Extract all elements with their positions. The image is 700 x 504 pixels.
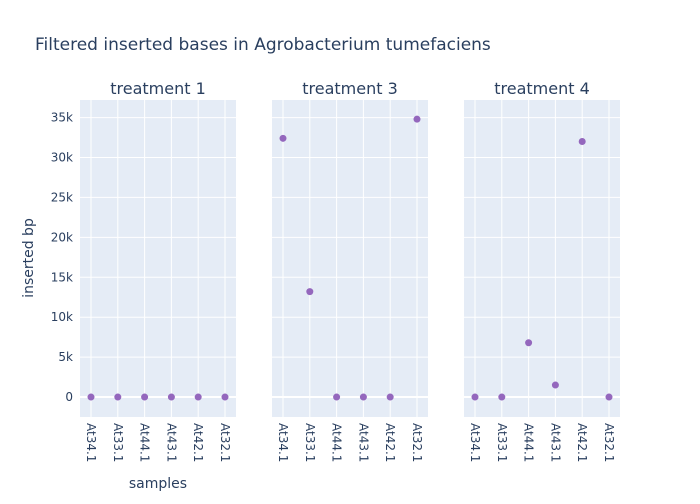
data-point: [578, 138, 586, 146]
data-point: [194, 393, 202, 401]
data-point: [413, 115, 421, 123]
chart-title: Filtered inserted bases in Agrobacterium…: [35, 35, 491, 55]
data-point: [221, 393, 229, 401]
x-tick-label: At42.1: [383, 423, 397, 462]
x-axis-label: samples: [129, 476, 187, 492]
data-point: [279, 134, 287, 142]
y-tick-label: 5k: [58, 350, 73, 364]
x-tick-label: At43.1: [164, 423, 178, 462]
x-tick-label: At44.1: [522, 423, 536, 462]
data-point: [386, 393, 394, 401]
panels-layer: treatment 1 At34.1 At33.1 At44.1 At43.1 At42.…: [51, 79, 620, 462]
y-tick-label: 20k: [51, 230, 73, 244]
data-point: [87, 393, 95, 401]
x-tick-label: At44.1: [330, 423, 344, 462]
panel-1: treatment 1 At34.1 At33.1 At44.1 At43.1 At42.…: [80, 79, 236, 462]
data-point: [167, 393, 175, 401]
data-point: [605, 393, 613, 401]
x-tick-label: At43.1: [356, 423, 370, 462]
data-point: [333, 393, 341, 401]
y-axis-label: inserted bp: [21, 218, 37, 298]
x-tick-label: At44.1: [138, 423, 152, 462]
plot-background: [80, 100, 236, 417]
plot-background: [464, 100, 620, 417]
y-tick-label: 0: [65, 390, 73, 404]
y-tick-label: 10k: [51, 310, 73, 324]
y-tick-label: 25k: [51, 190, 73, 204]
panel-title: treatment 3: [302, 79, 398, 98]
x-tick-label: At33.1: [495, 423, 509, 462]
y-tick-label: 35k: [51, 111, 73, 125]
panel-title: treatment 4: [494, 79, 590, 98]
data-point: [306, 288, 314, 296]
data-point: [551, 381, 559, 389]
x-tick-label: At32.1: [410, 423, 424, 462]
y-tick-label: 30k: [51, 150, 73, 164]
x-tick-label: At43.1: [548, 423, 562, 462]
x-tick-label: At42.1: [191, 423, 205, 462]
y-tick-label: 15k: [51, 270, 73, 284]
data-point: [498, 393, 506, 401]
plot-background: [272, 100, 428, 417]
data-point: [359, 393, 367, 401]
x-tick-label: At42.1: [575, 423, 589, 462]
data-point: [141, 393, 149, 401]
x-tick-label: At33.1: [111, 423, 125, 462]
x-tick-label: At33.1: [303, 423, 317, 462]
x-tick-label: At34.1: [84, 423, 98, 462]
panel-title: treatment 1: [110, 79, 206, 98]
panel-3: treatment 4 At34.1 At33.1 At44.1 At43.1 At42.…: [464, 79, 620, 462]
data-point: [114, 393, 122, 401]
data-point: [471, 393, 479, 401]
x-tick-label: At34.1: [276, 423, 290, 462]
x-tick-label: At32.1: [218, 423, 232, 462]
data-point: [525, 339, 533, 347]
x-tick-label: At32.1: [602, 423, 616, 462]
panel-2: treatment 3 At34.1 At33.1 At44.1 At43.1 At42.…: [272, 79, 428, 462]
x-tick-label: At34.1: [468, 423, 482, 462]
